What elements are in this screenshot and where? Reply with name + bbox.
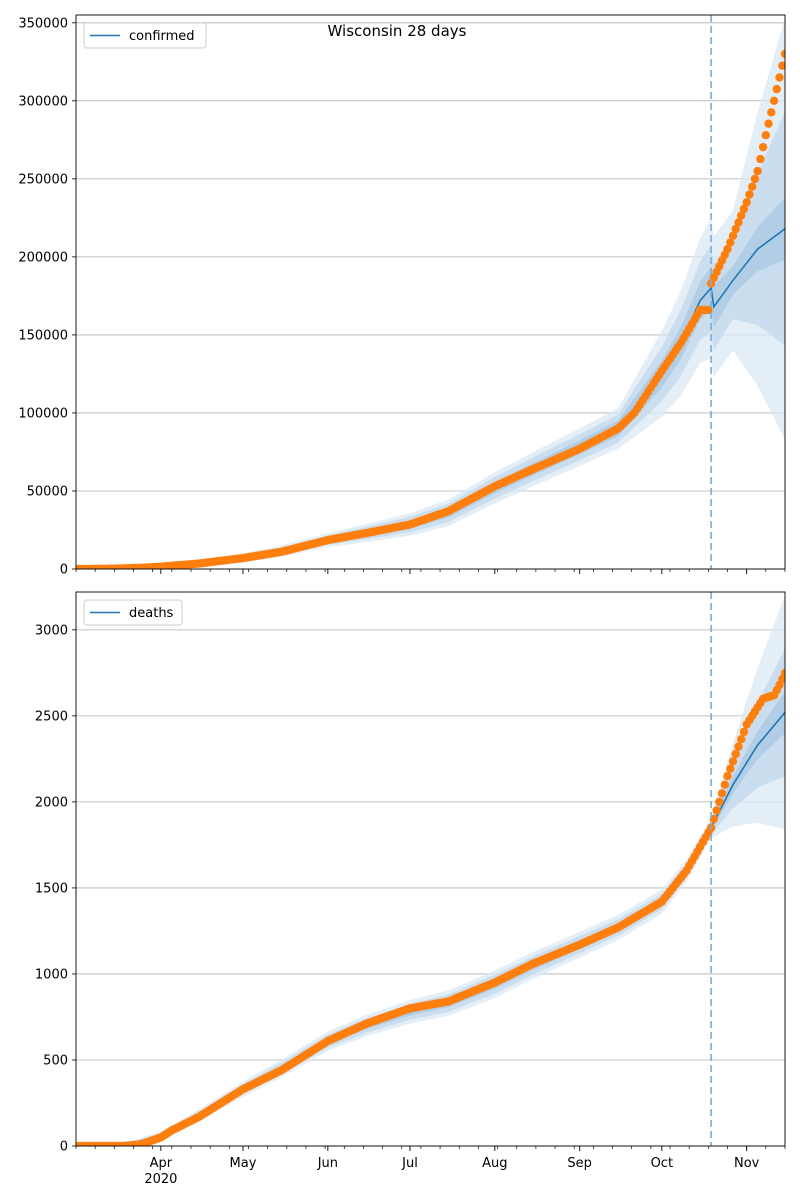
legend-box (83, 22, 207, 49)
observed-point (778, 674, 785, 684)
axes-frame (75, 14, 786, 570)
y-tick-label: 300000 (18, 94, 68, 109)
y-tick-label: 100000 (18, 406, 68, 421)
plot-area (76, 595, 785, 1146)
y-tick-label: 0 (60, 1140, 68, 1155)
figure-title: Wisconsin 28 days (328, 22, 467, 40)
observed-point (712, 806, 721, 815)
observed-point (767, 108, 776, 117)
model-line (76, 711, 785, 1146)
y-tick-label: 250000 (18, 172, 68, 187)
observed-point (780, 49, 785, 59)
observed-point (731, 224, 740, 234)
x-tick-label: Sep (567, 1156, 592, 1171)
observed-point (734, 218, 743, 227)
observed-point (750, 174, 760, 184)
legend: confirmed (83, 22, 207, 49)
uncertainty-band (76, 691, 785, 1146)
observed-point (745, 190, 754, 199)
observed-point (731, 749, 740, 759)
x-tick-label: Nov (734, 1156, 760, 1171)
x-tick-label: May (230, 1156, 257, 1171)
x-tick-label: Apr (150, 1156, 173, 1171)
observed-point (734, 742, 743, 751)
observed-point (726, 764, 735, 773)
y-tick-label: 50000 (27, 484, 68, 499)
plot-area (76, 18, 785, 569)
observed-point (715, 797, 724, 807)
observed-point (717, 789, 727, 798)
observed-point (723, 244, 732, 254)
x-tick-label: Jul (401, 1156, 418, 1171)
x-year-label: 2020 (144, 1172, 177, 1187)
observed-point (775, 73, 784, 82)
legend: deaths (83, 599, 183, 626)
observed-point (748, 182, 757, 191)
observed-point (720, 780, 729, 789)
observed-point (761, 131, 770, 140)
observed-point (728, 231, 738, 240)
observed-point (780, 668, 785, 678)
observed-point (769, 96, 779, 106)
y-tick-label: 200000 (18, 250, 68, 265)
observed-point (726, 238, 735, 247)
x-tick-label: Jun (317, 1156, 338, 1171)
y-tick-label: 2500 (35, 709, 68, 724)
y-tick-label: 350000 (18, 16, 68, 31)
observed-point (753, 166, 762, 176)
y-tick-label: 150000 (18, 328, 68, 343)
uncertainty-band (76, 595, 785, 1146)
y-tick-label: 0 (60, 563, 68, 578)
legend-label: confirmed (129, 29, 195, 44)
observed-point (723, 771, 732, 781)
x-tick-label: Oct (651, 1156, 673, 1171)
legend-box (83, 599, 183, 626)
axes-frame (75, 591, 786, 1147)
legend-label: deaths (129, 606, 174, 621)
observed-point (758, 142, 768, 152)
y-tick-label: 2000 (35, 795, 68, 810)
observed-point (737, 211, 746, 220)
y-tick-label: 3000 (35, 623, 68, 638)
observed-point (728, 757, 738, 766)
observed-point (739, 204, 749, 214)
observed-point (737, 735, 746, 744)
confirmed-panel: 0 50000 100000 150000 200000 250000 300000 3500… (18, 14, 786, 578)
observed-point (739, 727, 749, 737)
observed-point (772, 84, 781, 94)
uncertainty-band (76, 648, 785, 1146)
y-tick-label: 500 (43, 1053, 68, 1068)
y-tick-label: 1000 (35, 967, 68, 982)
deaths-panel: 0 500 1000 1500 2000 2500 3000 Apr May Jun Jul Aug S… (35, 591, 786, 1187)
observed-point (778, 61, 785, 70)
observed-point (742, 198, 751, 207)
observed-point (756, 154, 765, 164)
y-tick-label: 1500 (35, 881, 68, 896)
x-tick-label: Aug (482, 1156, 507, 1171)
observed-point (764, 119, 773, 128)
